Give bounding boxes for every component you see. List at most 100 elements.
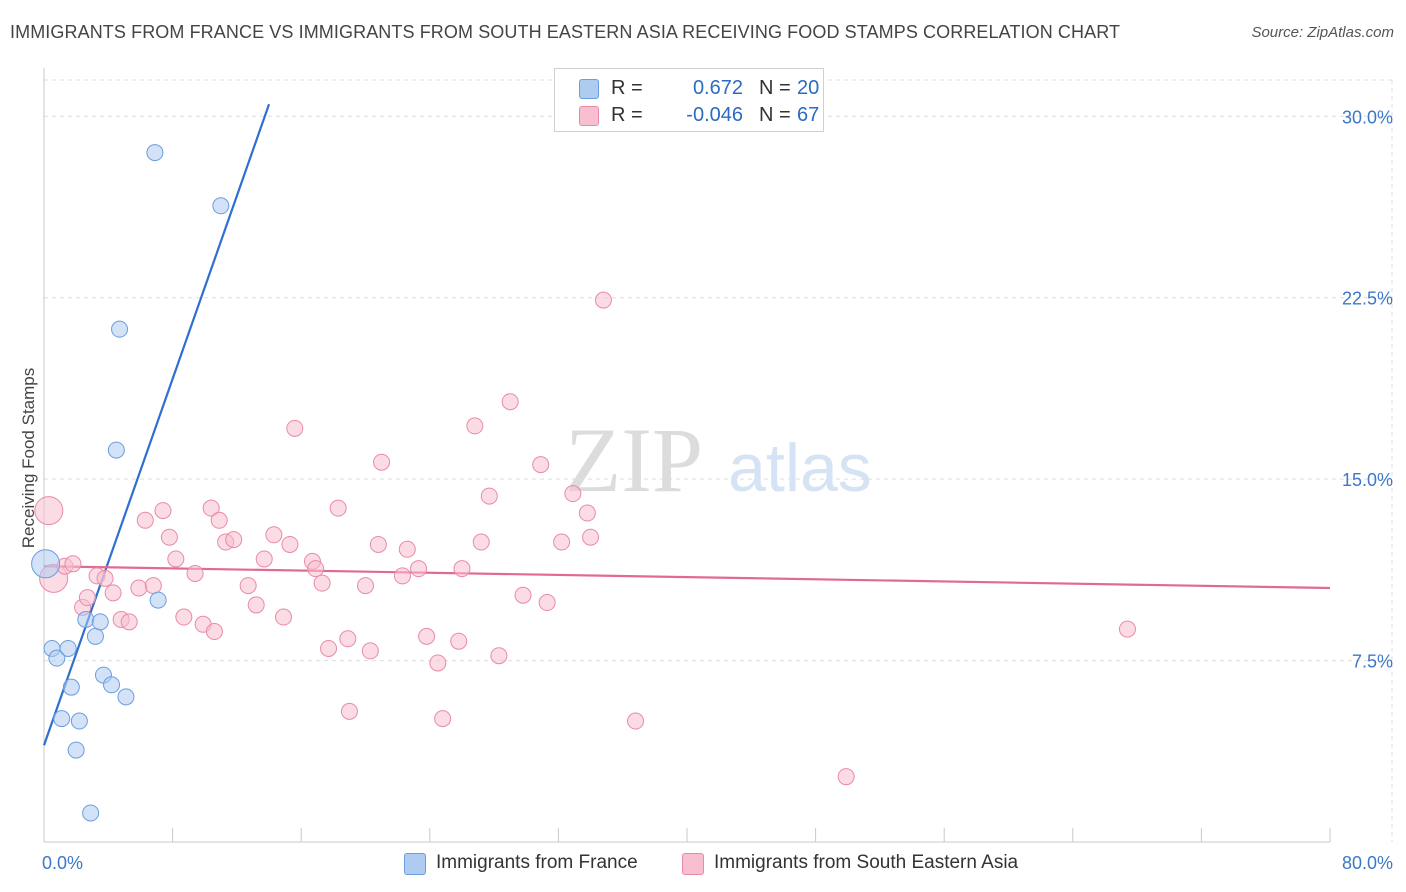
data-point-pink [594,291,612,309]
data-point-blue [70,712,88,730]
data-point-blue [48,649,66,667]
data-point-pink [275,608,293,626]
data-point-blue [111,320,129,338]
data-point-pink [553,533,571,551]
y-tick-label: 15.0% [1342,470,1393,490]
legend-r-label: R = [611,104,643,126]
y-tick-label: 30.0% [1342,107,1393,127]
legend-r-label: R = [611,77,643,99]
data-point-pink [247,596,265,614]
data-point-pink [418,627,436,645]
data-point-pink [393,567,411,585]
series-blue-points [31,144,230,822]
data-point-pink [340,702,358,720]
legend-swatch-pink [579,106,599,126]
data-point-pink [339,630,357,648]
data-point-pink [514,586,532,604]
data-point-pink [434,710,452,728]
data-point-pink [480,487,498,505]
y-tick-label: 7.5% [1352,652,1393,672]
data-point-pink [578,504,596,522]
data-point-pink [357,577,374,595]
data-point-blue [86,627,104,645]
data-point-pink [582,528,600,546]
gridlines [44,79,1393,842]
data-point-pink [160,528,178,546]
data-point-pink [501,393,519,411]
data-point-blue [212,197,230,215]
data-point-pink [175,608,193,626]
data-point-pink [96,569,114,587]
data-point-blue [117,688,135,706]
data-point-pink [144,577,162,595]
data-point-pink [202,499,220,517]
data-point-blue [103,676,121,694]
bottom-legend-swatch-blue [404,853,426,875]
data-point-pink [532,456,550,474]
data-point-blue [31,549,61,579]
data-point-pink [472,533,490,551]
data-point-pink [239,577,257,595]
data-point-blue [146,144,164,162]
axis-labels: 7.5% 15.0% 22.5% 30.0% 0.0% 80.0% Receiving Fo… [19,107,1393,873]
data-point-pink [307,560,325,578]
data-point-pink [286,419,304,437]
data-point-pink [167,550,185,568]
data-point-pink [64,555,82,573]
data-point-pink [225,531,243,549]
data-point-pink [265,526,283,544]
data-point-pink [120,613,138,631]
data-point-blue [53,710,71,728]
data-point-pink [369,535,387,553]
data-point-pink [429,654,447,672]
data-point-pink [313,574,331,592]
data-point-blue [82,804,100,822]
data-point-pink [837,768,855,786]
data-point-pink [205,623,223,641]
data-point-blue [67,741,85,759]
data-point-blue [62,678,80,696]
legend-n-value: 20 [797,77,820,99]
data-point-pink [104,584,122,602]
trend-line-blue [42,103,271,746]
trend-lines [42,103,1331,746]
y-axis-title: Receiving Food Stamps [19,368,38,548]
legend-n-label: N = [759,104,791,126]
series-pink-points [34,291,1136,786]
source-credit: Source: ZipAtlas.com [1251,24,1394,41]
data-point-pink [210,511,228,529]
data-point-pink [130,579,148,597]
x-tick-label: 0.0% [42,853,83,873]
data-point-pink [329,499,347,517]
data-point-pink [466,417,484,435]
watermark-zip: ZIP [565,409,703,511]
data-point-pink [564,485,582,503]
data-point-pink [78,589,96,607]
data-point-pink [453,560,471,578]
data-point-pink [398,540,416,558]
data-point-blue [77,610,95,628]
data-point-pink [136,511,154,529]
legend-swatch-blue [579,79,599,99]
data-point-pink [450,632,468,650]
data-point-pink [538,594,556,612]
watermark-atlas: atlas [728,430,872,506]
legend-n-value: 67 [797,104,820,126]
data-point-pink [1118,620,1136,638]
data-point-pink [34,496,64,526]
trend-line-pink [43,565,1331,590]
data-point-pink [627,712,645,730]
bottom-legend-swatch-pink [682,853,704,875]
data-point-pink [410,560,428,578]
x-tick-label: 80.0% [1342,853,1393,873]
data-point-blue [91,613,109,631]
data-point-blue [107,441,125,459]
axes [43,68,1331,843]
legend-r-value: -0.046 [686,104,743,126]
legend-r-value: 0.672 [692,77,743,99]
data-point-pink [281,535,299,553]
chart-title: IMMIGRANTS FROM FRANCE VS IMMIGRANTS FRO… [10,22,1121,42]
data-point-pink [186,564,204,582]
data-point-pink [361,642,379,660]
